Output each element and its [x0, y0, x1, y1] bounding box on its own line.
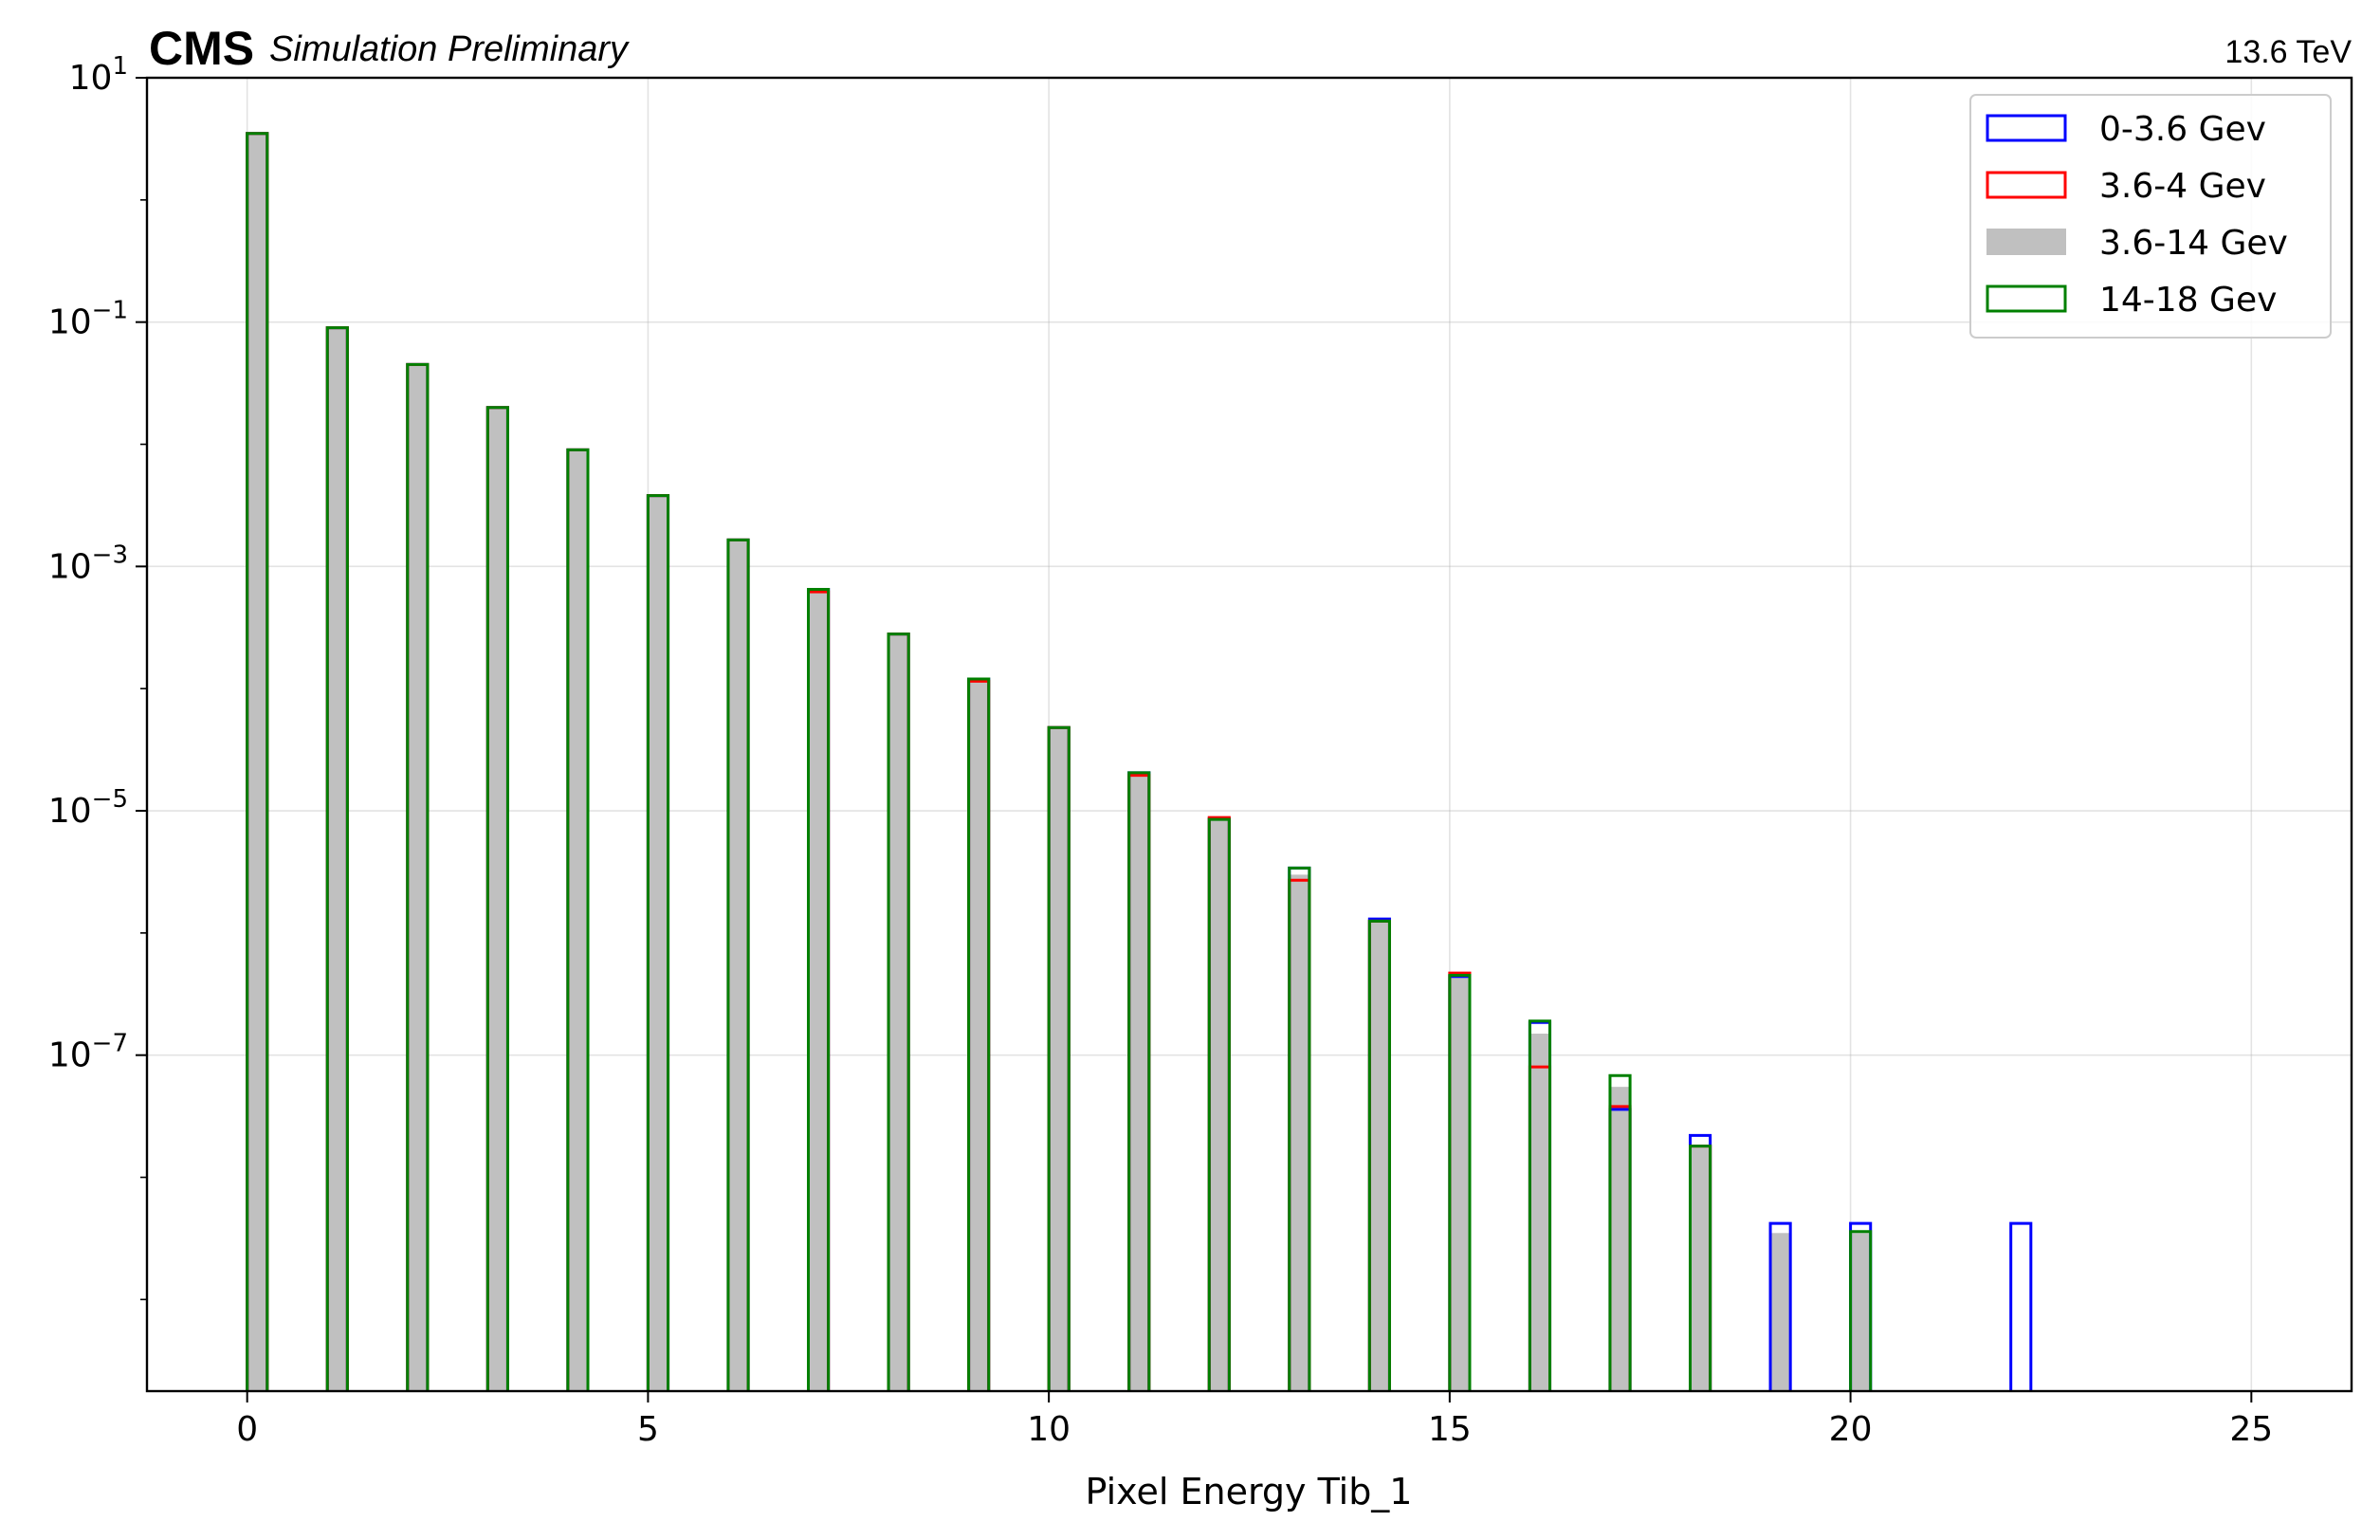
x-tick-label: 20	[1829, 1410, 1873, 1449]
bar-3.6-14 Gev	[327, 327, 348, 1391]
bar-14-18 Gev	[726, 538, 750, 1391]
legend-swatch	[1986, 171, 2067, 199]
energy-label: 13.6 TeV	[2224, 34, 2352, 70]
bar-3.6-14 Gev	[1209, 819, 1230, 1391]
bar-14-18 Gev	[1047, 725, 1071, 1391]
y-tick-label: 10−1	[48, 297, 128, 342]
bar-3.6-14 Gev	[1369, 921, 1390, 1391]
bar-3.6-14 Gev	[888, 633, 909, 1391]
bar-0-3.6 Gev	[1768, 1221, 1792, 1391]
bar-3.6-14 Gev	[808, 591, 829, 1391]
legend: 0-3.6 Gev 3.6-4 Gev 3.6-14 Gev 14-18 Gev	[1969, 94, 2332, 339]
bar-14-18 Gev	[1689, 1145, 1712, 1391]
x-axis-label: Pixel Energy Tib_1	[1086, 1471, 1413, 1512]
bar-14-18 Gev	[1288, 866, 1311, 1391]
y-tick-label: 10−5	[48, 785, 128, 831]
bar-14-18 Gev	[485, 406, 509, 1391]
legend-label: 3.6-14 Gev	[2099, 224, 2288, 263]
bar-3.6-14 Gev	[407, 364, 428, 1392]
x-tick-label: 5	[637, 1410, 659, 1449]
bar-3.6-14 Gev	[648, 495, 668, 1391]
simulation-preliminary-label: Simulation Preliminary	[269, 29, 630, 69]
bar-3.6-14 Gev	[727, 540, 749, 1391]
x-axis-ticks: 0 5 10 15 20 25	[236, 1391, 2273, 1449]
bar-14-18 Gev	[646, 494, 670, 1391]
bar-14-18 Gev	[1528, 1019, 1552, 1391]
bar-3.6-14 Gev	[487, 407, 508, 1391]
bar-14-18 Gev	[1367, 919, 1391, 1391]
x-tick-label: 15	[1428, 1410, 1472, 1449]
bar-3.6-14 Gev	[1049, 727, 1070, 1391]
bar-3.6-14 Gev	[1690, 1146, 1711, 1391]
legend-label: 3.6-4 Gev	[2099, 167, 2266, 206]
histogram-bars	[246, 132, 2033, 1392]
bar-14-18 Gev	[1207, 817, 1231, 1391]
bar-14-18 Gev	[246, 132, 269, 1391]
bar-14-18 Gev	[1608, 1073, 1632, 1391]
bar-3.6-14 Gev	[1449, 975, 1470, 1391]
bar-14-18 Gev	[1448, 974, 1472, 1391]
bar-3.6-14 Gev	[1128, 774, 1149, 1391]
x-tick-label: 25	[2229, 1410, 2273, 1449]
bar-3.6-14 Gev	[1850, 1233, 1871, 1391]
bar-3.6-14 Gev	[1609, 1087, 1631, 1391]
y-tick-label: 10−3	[48, 541, 128, 586]
x-tick-label: 0	[236, 1410, 258, 1449]
bar-14-18 Gev	[1127, 771, 1151, 1391]
legend-swatch	[1986, 284, 2067, 313]
legend-label: 0-3.6 Gev	[2099, 110, 2266, 149]
bar-3.6-14 Gev	[1529, 1034, 1550, 1391]
bar-14-18 Gev	[566, 448, 590, 1391]
y-axis-ticks: 101 10−1 10−3 10−5 10−7	[48, 52, 147, 1301]
bar-14-18 Gev	[406, 362, 430, 1391]
bar-14-18 Gev	[887, 632, 910, 1391]
bar-14-18 Gev	[325, 326, 349, 1391]
bar-0-3.6 Gev	[2009, 1221, 2033, 1391]
x-tick-label: 10	[1027, 1410, 1071, 1449]
bar-3.6-14 Gev	[1770, 1233, 1791, 1391]
plot-frame	[145, 76, 2353, 1393]
legend-label: 14-18 Gev	[2099, 281, 2277, 320]
legend-swatch	[1986, 229, 2066, 255]
legend-box	[1969, 94, 2332, 339]
y-tick-label: 10−7	[48, 1030, 128, 1075]
bar-14-18 Gev	[967, 677, 991, 1391]
bar-3.6-14 Gev	[567, 449, 588, 1392]
y-tick-label: 101	[69, 52, 128, 98]
bar-14-18 Gev	[807, 587, 831, 1391]
bar-14-18 Gev	[1849, 1230, 1873, 1391]
bar-3.6-14 Gev	[968, 681, 989, 1391]
bar-3.6-14 Gev	[247, 133, 267, 1392]
cms-label: CMS	[149, 22, 254, 75]
legend-swatch	[1986, 114, 2067, 142]
bar-3.6-14 Gev	[1289, 874, 1309, 1391]
